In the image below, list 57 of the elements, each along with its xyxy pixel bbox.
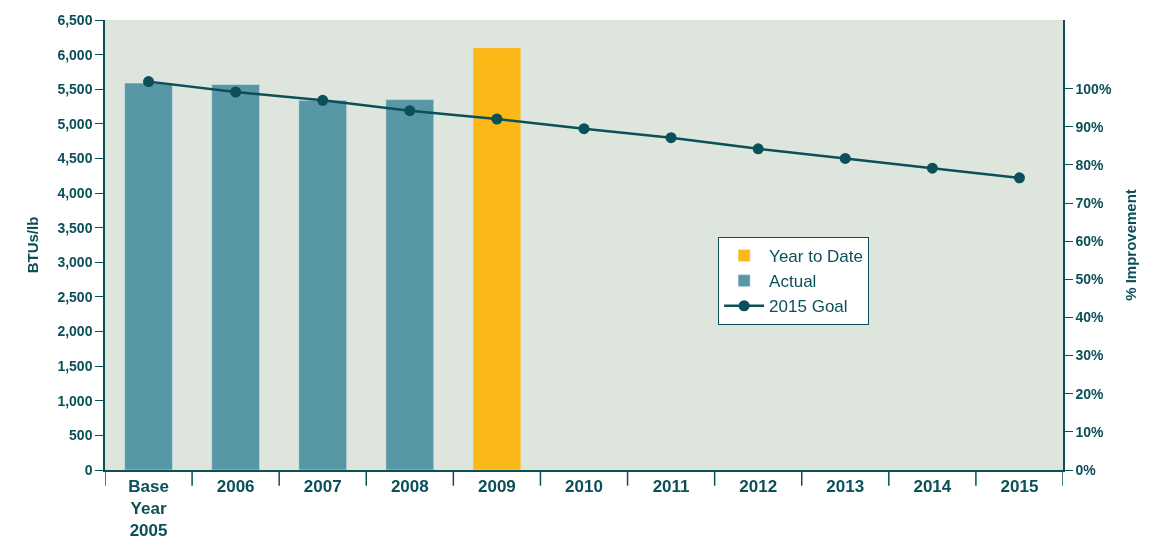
point [143, 76, 155, 88]
bar [298, 100, 347, 470]
point [839, 152, 851, 164]
y2-tick-label: 60% [1075, 233, 1105, 250]
x-tick-label: Base Year 2005 [128, 477, 169, 541]
legend-label: Year to Date [769, 247, 864, 267]
y-tick-label: 6,000 [57, 46, 93, 63]
y2-tick-label: 100% [1075, 80, 1112, 97]
x-tick-label: 2008 [390, 477, 429, 497]
point [491, 113, 503, 125]
point [665, 132, 677, 144]
y-tick-label: 3,500 [57, 219, 93, 236]
y2-tick-label: 90% [1075, 118, 1105, 135]
point [578, 123, 590, 135]
y2-tick-label: 0% [1075, 461, 1097, 478]
y-tick-label: 4,500 [57, 150, 93, 167]
y-tick-label: 1,000 [57, 392, 93, 409]
y-tick-label: 1,500 [57, 358, 93, 375]
point [926, 162, 938, 174]
x-tick-label: 2009 [478, 477, 516, 497]
y2-tick-label: 30% [1075, 347, 1105, 364]
bar [211, 84, 260, 470]
point [230, 86, 242, 98]
y-tick-label: 5,500 [57, 81, 93, 98]
x-tick-label: 2015 [1000, 477, 1039, 497]
y-tick-label: 500 [69, 427, 93, 444]
y-axis-title: BTUs/lb [24, 216, 42, 274]
y-tick-label: 6,500 [57, 11, 93, 28]
y2-axis-title: % Improvement [1122, 189, 1140, 301]
y-tick-label: 3,000 [57, 254, 93, 271]
x-tick-label: 2006 [216, 477, 255, 497]
y2-tick-label: 20% [1075, 385, 1105, 402]
bar [124, 82, 173, 470]
point [752, 143, 764, 155]
y-tick-label: 0 [84, 461, 93, 478]
y2-tick-label: 70% [1075, 194, 1105, 211]
y2-tick-label: 10% [1075, 423, 1105, 440]
bar [472, 47, 522, 470]
x-tick-label: 2013 [826, 477, 865, 497]
x-tick-label: 2010 [565, 477, 603, 497]
y2-tick-label: 80% [1075, 156, 1105, 173]
legend-label: Actual [769, 272, 817, 292]
y-tick-label: 4,000 [57, 184, 93, 201]
x-tick-label: 2014 [913, 477, 952, 497]
y2-tick-label: 40% [1075, 309, 1105, 326]
y2-tick-label: 50% [1075, 271, 1105, 288]
x-tick-label: 2011 [652, 477, 690, 497]
y-tick-label: 5,000 [57, 115, 93, 132]
legend-label: 2015 Goal [769, 297, 848, 317]
y-tick-label: 2,000 [57, 323, 93, 340]
point [404, 105, 416, 117]
x-tick-label: 2012 [739, 477, 778, 497]
y-tick-label: 2,500 [57, 288, 93, 305]
x-tick-label: 2007 [303, 477, 342, 497]
point [317, 94, 329, 106]
point [1013, 172, 1025, 184]
bar [385, 99, 435, 470]
